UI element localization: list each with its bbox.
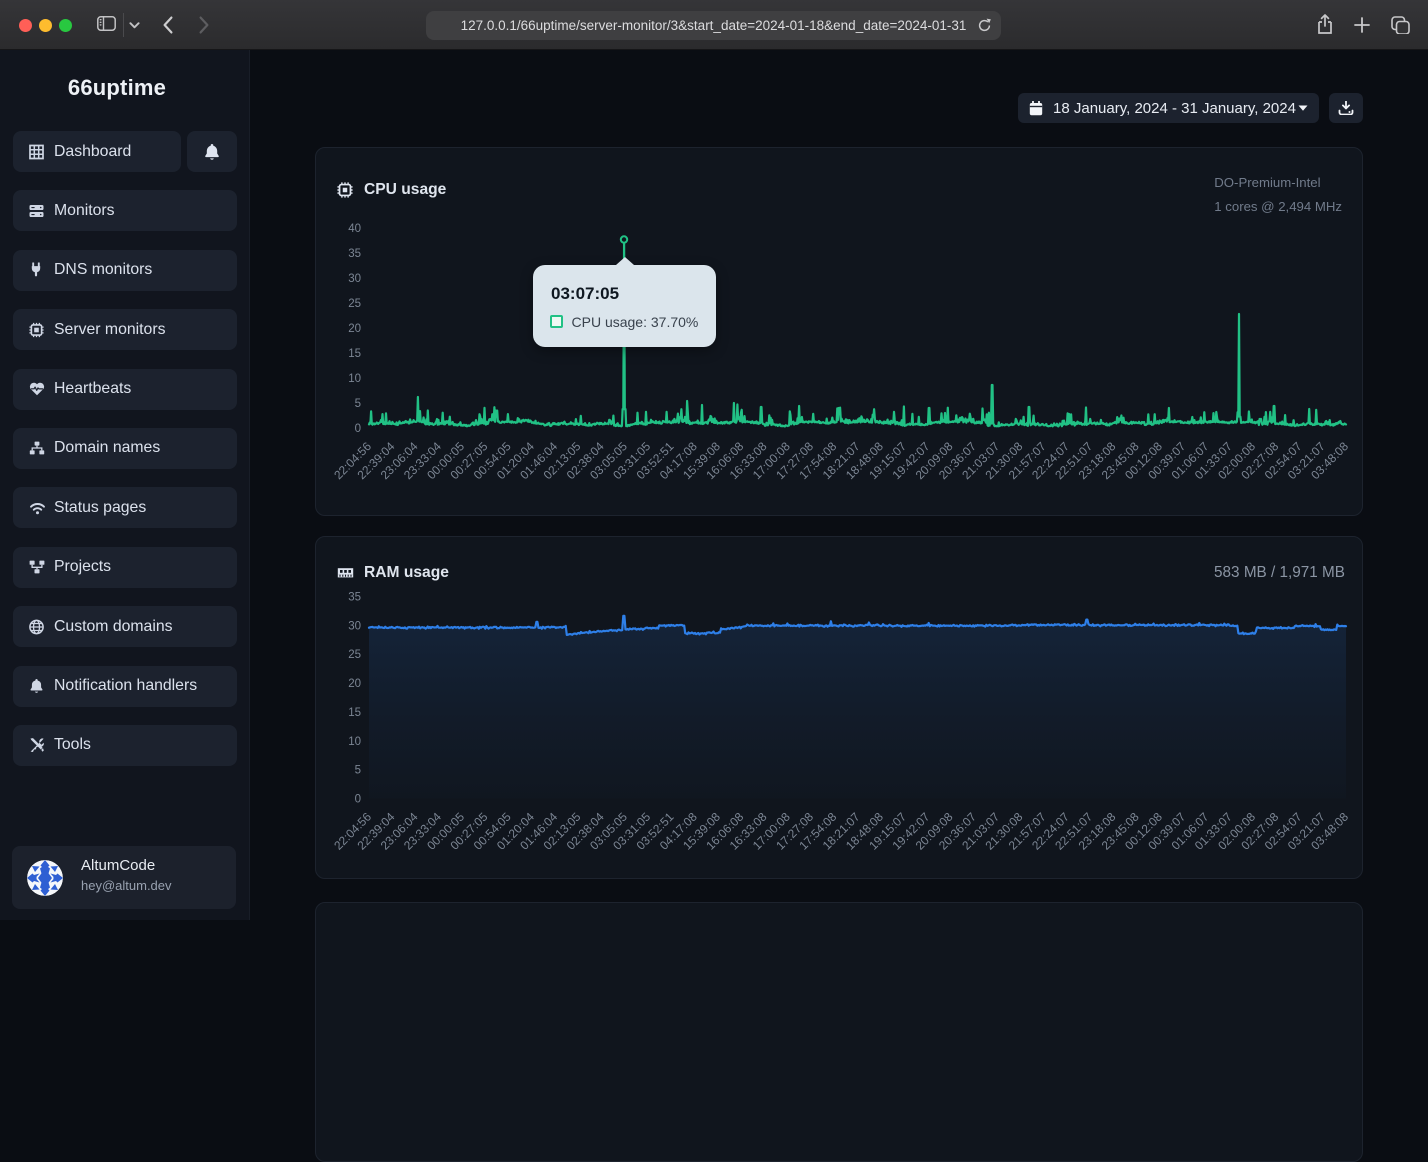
svg-text:40: 40 <box>348 223 361 235</box>
svg-text:15: 15 <box>348 348 361 360</box>
svg-text:35: 35 <box>348 248 361 260</box>
svg-text:30: 30 <box>348 620 361 632</box>
svg-text:15: 15 <box>348 707 361 719</box>
svg-text:25: 25 <box>348 649 361 661</box>
svg-text:10: 10 <box>348 373 361 385</box>
svg-text:0: 0 <box>355 794 361 806</box>
svg-text:5: 5 <box>355 398 361 410</box>
svg-text:25: 25 <box>348 298 361 310</box>
svg-text:20: 20 <box>348 678 361 690</box>
svg-text:5: 5 <box>355 765 361 777</box>
svg-text:20: 20 <box>348 323 361 335</box>
svg-text:10: 10 <box>348 736 361 748</box>
svg-text:35: 35 <box>348 592 361 604</box>
svg-text:0: 0 <box>355 423 361 435</box>
svg-text:30: 30 <box>348 273 361 285</box>
